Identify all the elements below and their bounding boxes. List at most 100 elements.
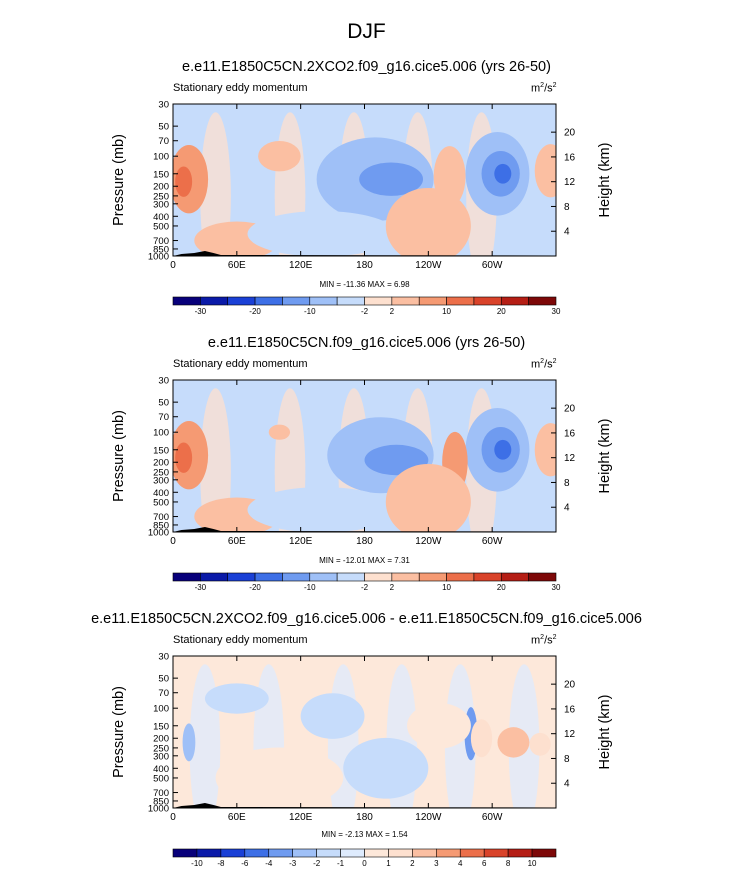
y-tick-label: 30 bbox=[158, 100, 169, 111]
colorbar-box bbox=[244, 848, 270, 858]
units-label: m2/s2 bbox=[531, 358, 557, 371]
height-tick-label: 12 bbox=[564, 453, 576, 464]
field-contour bbox=[258, 140, 301, 172]
height-tick-label: 4 bbox=[564, 779, 570, 790]
colorbar-label: 30 bbox=[552, 307, 561, 316]
colorbar-label: 3 bbox=[434, 859, 439, 868]
height-tick-label: 20 bbox=[564, 128, 576, 139]
field-contour bbox=[534, 423, 556, 477]
colorbar-label: 30 bbox=[552, 583, 561, 592]
x-tick-label: 60E bbox=[228, 260, 246, 271]
x-tick-label: 120E bbox=[289, 812, 313, 823]
y-tick-label: 200 bbox=[153, 182, 169, 193]
y-tick-label: 300 bbox=[153, 751, 169, 762]
variable-label: Stationary eddy momentum bbox=[173, 82, 308, 94]
y-tick-label: 250 bbox=[153, 191, 169, 202]
x-tick-label: 60W bbox=[482, 812, 503, 823]
y-tick-label: 70 bbox=[158, 688, 169, 699]
y-tick-label: 700 bbox=[153, 512, 169, 523]
figure-title: DJF bbox=[347, 20, 386, 43]
y-tick-label: 400 bbox=[153, 212, 169, 223]
colorbar-box bbox=[172, 848, 198, 858]
min-max-label: MIN = -12.01 MAX = 7.31 bbox=[319, 556, 410, 565]
height-tick-label: 8 bbox=[564, 754, 570, 765]
y-tick-label: 100 bbox=[153, 428, 169, 439]
panel-title: e.e11.E1850C5CN.f09_g16.cice5.006 (yrs 2… bbox=[207, 335, 526, 351]
colorbar-label: 10 bbox=[528, 859, 537, 868]
y-tick-label: 30 bbox=[158, 652, 169, 663]
colorbar-label: 8 bbox=[506, 859, 511, 868]
field-band bbox=[200, 388, 231, 532]
y-tick-label: 100 bbox=[153, 704, 169, 715]
field-contour bbox=[268, 424, 291, 440]
y-tick-label: 1000 bbox=[148, 252, 169, 263]
x-tick-label: 60W bbox=[482, 536, 503, 547]
field-contour bbox=[497, 727, 530, 758]
colorbar-box bbox=[507, 848, 533, 858]
colorbar-label: -2 bbox=[313, 859, 321, 868]
x-tick-label: 60W bbox=[482, 260, 503, 271]
height-tick-label: 12 bbox=[564, 177, 576, 188]
y-tick-label: 850 bbox=[153, 520, 169, 531]
field-contour bbox=[300, 693, 365, 739]
colorbar: -30 -20 -10 -2 2 10 20 30 bbox=[172, 572, 561, 592]
y-axis-right-title: Height (km) bbox=[597, 419, 613, 494]
field-contour bbox=[247, 487, 397, 532]
colorbar-label: 1 bbox=[386, 859, 391, 868]
colorbar: -30 -20 -10 -2 2 10 20 30 bbox=[172, 296, 561, 316]
colorbar-label: -20 bbox=[249, 583, 261, 592]
x-tick-label: 180 bbox=[356, 812, 373, 823]
y-tick-label: 850 bbox=[153, 796, 169, 807]
height-tick-label: 4 bbox=[564, 503, 570, 514]
panel-title: e.e11.E1850C5CN.2XCO2.f09_g16.cice5.006 … bbox=[182, 59, 551, 75]
y-tick-label: 700 bbox=[153, 236, 169, 247]
colorbar-box bbox=[531, 848, 557, 858]
x-tick-label: 180 bbox=[356, 536, 373, 547]
field-band bbox=[200, 112, 231, 256]
colorbar-label: -10 bbox=[191, 859, 203, 868]
colorbar-box bbox=[220, 848, 246, 858]
colorbar: -10 -8 -6 -4 -3 -2 -1 0 1 2 3 4 6 8 10 bbox=[172, 848, 557, 868]
y-axis-title: Pressure (mb) bbox=[111, 686, 127, 778]
y-tick-label: 400 bbox=[153, 488, 169, 499]
x-tick-label: 0 bbox=[170, 260, 176, 271]
y-axis-title: Pressure (mb) bbox=[111, 410, 127, 502]
min-max-label: MIN = -2.13 MAX = 1.54 bbox=[321, 830, 408, 839]
colorbar-label: 10 bbox=[442, 583, 451, 592]
colorbar-box bbox=[340, 848, 365, 858]
field-contour bbox=[470, 719, 493, 758]
y-tick-label: 300 bbox=[153, 475, 169, 486]
field-band bbox=[327, 664, 359, 808]
y-tick-label: 300 bbox=[153, 199, 169, 210]
height-tick-label: 12 bbox=[564, 729, 576, 740]
colorbar-label: -20 bbox=[249, 307, 261, 316]
colorbar-label: 0 bbox=[362, 859, 367, 868]
x-tick-label: 120E bbox=[289, 260, 313, 271]
y-tick-label: 400 bbox=[153, 764, 169, 775]
colorbar-label: -3 bbox=[289, 859, 297, 868]
x-tick-label: 120W bbox=[415, 260, 442, 271]
colorbar-box bbox=[528, 572, 557, 582]
field-contour bbox=[534, 144, 556, 198]
field-contour bbox=[204, 683, 269, 714]
y-tick-label: 30 bbox=[158, 376, 169, 387]
y-tick-label: 1000 bbox=[148, 528, 169, 539]
y-tick-label: 150 bbox=[153, 169, 169, 180]
y-tick-label: 250 bbox=[153, 743, 169, 754]
colorbar-label: 20 bbox=[497, 583, 506, 592]
units-label: m2/s2 bbox=[531, 82, 557, 95]
field-contour bbox=[175, 442, 193, 473]
colorbar-label: -10 bbox=[304, 583, 316, 592]
y-tick-label: 70 bbox=[158, 412, 169, 423]
y-tick-label: 50 bbox=[158, 398, 169, 409]
colorbar-box bbox=[412, 848, 437, 858]
field-contour bbox=[175, 166, 193, 197]
x-tick-label: 120W bbox=[415, 812, 442, 823]
y-tick-label: 500 bbox=[153, 773, 169, 784]
y-tick-label: 70 bbox=[158, 136, 169, 147]
y-tick-label: 850 bbox=[153, 244, 169, 255]
height-tick-label: 4 bbox=[564, 227, 570, 238]
field-contour bbox=[494, 163, 512, 184]
y-tick-label: 100 bbox=[153, 152, 169, 163]
